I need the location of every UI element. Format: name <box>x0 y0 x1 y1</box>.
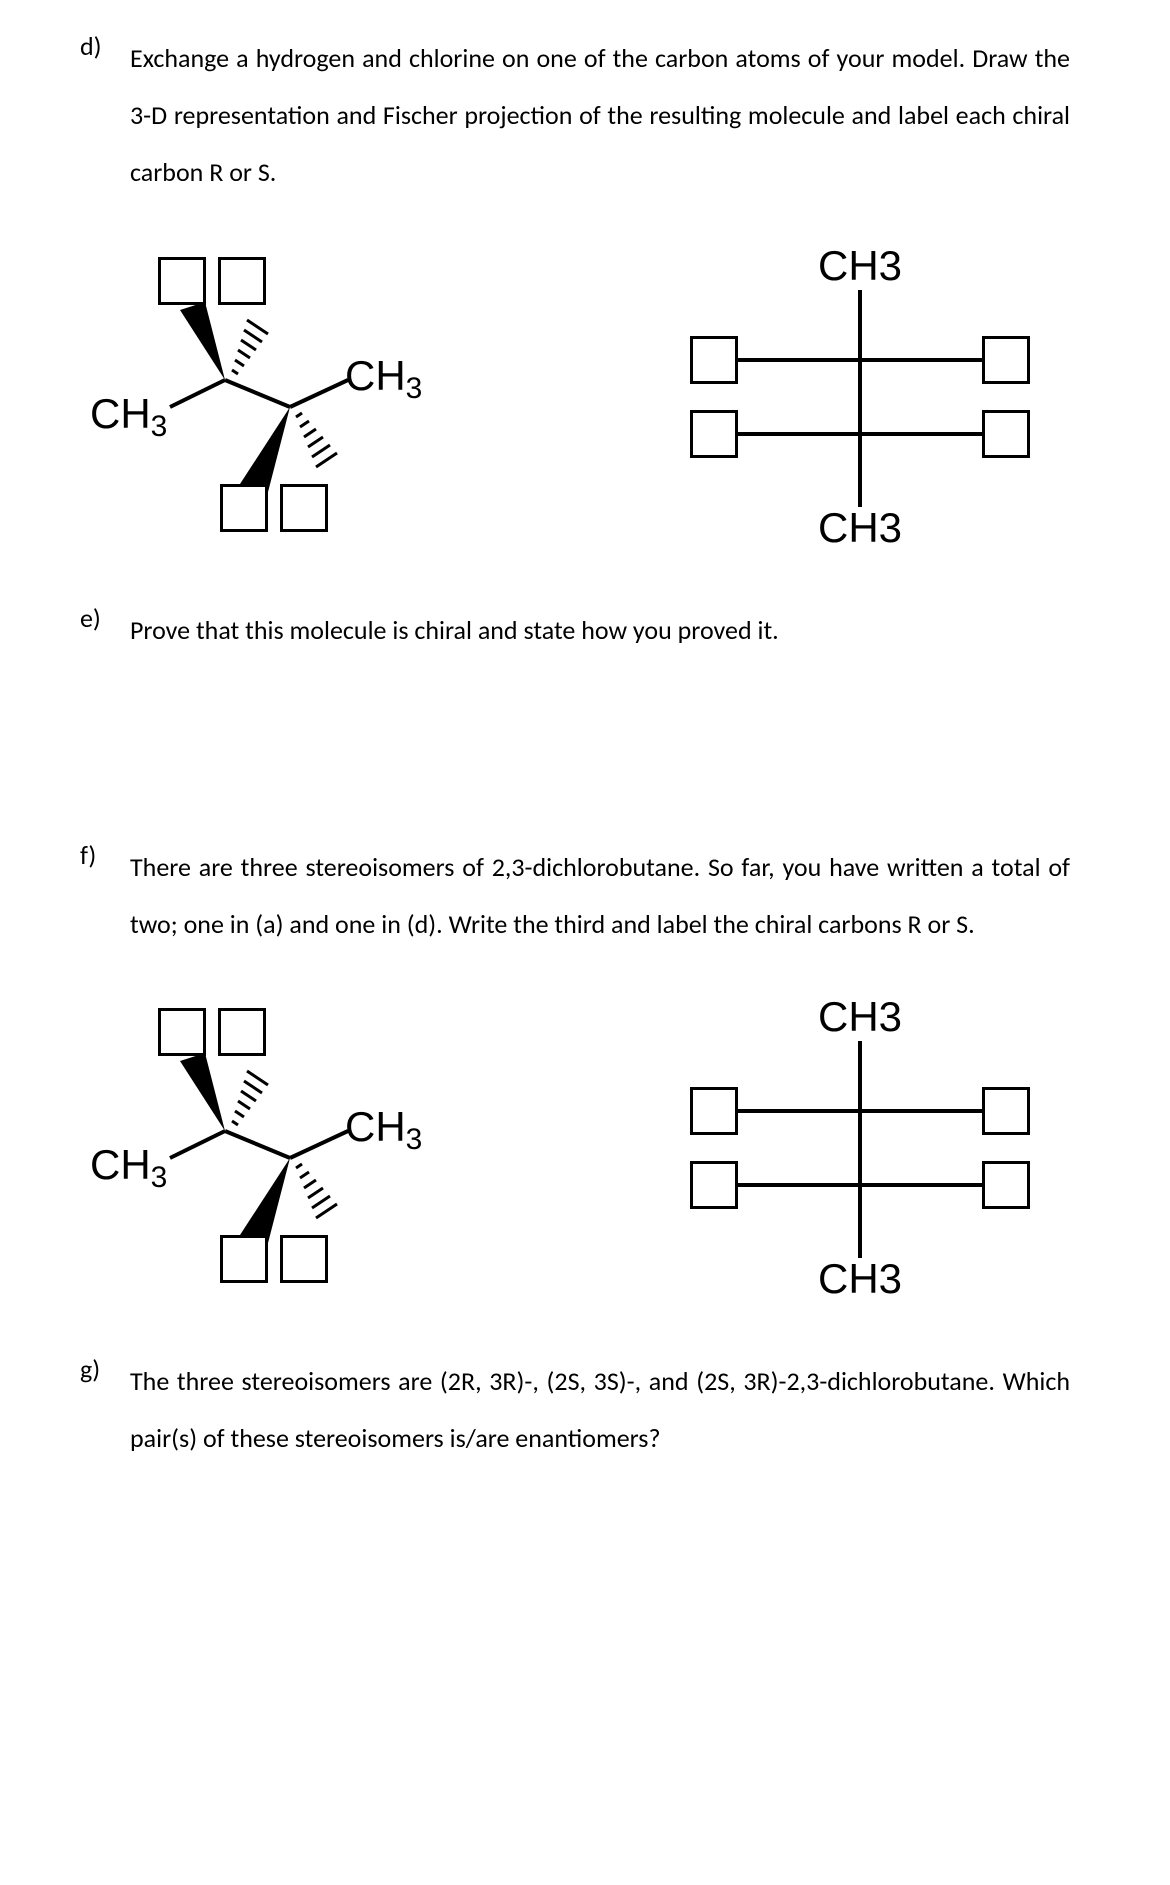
input-box-fischer-bottom-left[interactable] <box>690 410 738 458</box>
ch3-fischer-f-bottom: CH3 <box>818 1255 902 1303</box>
input-box-3d-bottom-right[interactable] <box>280 484 328 532</box>
diagrams-f: CH3 CH3 CH3 CH3 <box>80 993 1070 1303</box>
input-box-fischer-top-left[interactable] <box>690 336 738 384</box>
question-e-text: Prove that this molecule is chiral and s… <box>130 602 1070 659</box>
question-e-label: e) <box>80 602 130 634</box>
input-box-3d-f-bottom-left[interactable] <box>220 1235 268 1283</box>
question-f-text: There are three stereoisomers of 2,3-dic… <box>130 839 1070 953</box>
input-box-3d-f-top-right[interactable] <box>218 1008 266 1056</box>
question-f-row: f) There are three stereoisomers of 2,3-… <box>80 839 1070 953</box>
input-box-3d-top-right[interactable] <box>218 257 266 305</box>
input-box-3d-f-top-left[interactable] <box>158 1008 206 1056</box>
diagram-3d-d: CH3 CH3 <box>90 252 430 542</box>
ch3-3d-f-right: CH3 <box>345 1103 422 1151</box>
input-box-3d-top-left[interactable] <box>158 257 206 305</box>
input-box-fischer-f-top-right[interactable] <box>982 1087 1030 1135</box>
input-box-fischer-f-top-left[interactable] <box>690 1087 738 1135</box>
input-box-3d-f-bottom-right[interactable] <box>280 1235 328 1283</box>
ch3-fischer-f-top: CH3 <box>818 993 902 1041</box>
question-g: g) The three stereoisomers are (2R, 3R)-… <box>80 1353 1070 1467</box>
ch3-3d-right: CH3 <box>345 352 422 400</box>
question-d: d) Exchange a hydrogen and chlorine on o… <box>80 30 1070 202</box>
question-g-row: g) The three stereoisomers are (2R, 3R)-… <box>80 1353 1070 1467</box>
input-box-fischer-f-bottom-right[interactable] <box>982 1161 1030 1209</box>
ch3-3d-f-left: CH3 <box>90 1141 167 1189</box>
diagram-fischer-d: CH3 CH3 <box>660 242 1060 552</box>
question-f-label: f) <box>80 839 130 871</box>
question-g-text: The three stereoisomers are (2R, 3R)-, (… <box>130 1353 1070 1467</box>
question-g-label: g) <box>80 1353 130 1385</box>
question-d-label: d) <box>80 30 130 62</box>
question-e: e) Prove that this molecule is chiral an… <box>80 602 1070 659</box>
question-f: f) There are three stereoisomers of 2,3-… <box>80 839 1070 953</box>
diagrams-d: CH3 CH3 CH3 CH3 <box>80 242 1070 552</box>
diagram-fischer-f: CH3 CH3 <box>660 993 1060 1303</box>
question-d-text: Exchange a hydrogen and chlorine on one … <box>130 30 1070 202</box>
question-d-row: d) Exchange a hydrogen and chlorine on o… <box>80 30 1070 202</box>
ch3-3d-left: CH3 <box>90 390 167 438</box>
input-box-fischer-f-bottom-left[interactable] <box>690 1161 738 1209</box>
question-e-row: e) Prove that this molecule is chiral an… <box>80 602 1070 659</box>
input-box-fischer-top-right[interactable] <box>982 336 1030 384</box>
ch3-fischer-top: CH3 <box>818 242 902 290</box>
ch3-fischer-bottom: CH3 <box>818 504 902 552</box>
answer-space-e <box>80 699 1070 839</box>
input-box-3d-bottom-left[interactable] <box>220 484 268 532</box>
diagram-3d-f: CH3 CH3 <box>90 1003 430 1293</box>
input-box-fischer-bottom-right[interactable] <box>982 410 1030 458</box>
